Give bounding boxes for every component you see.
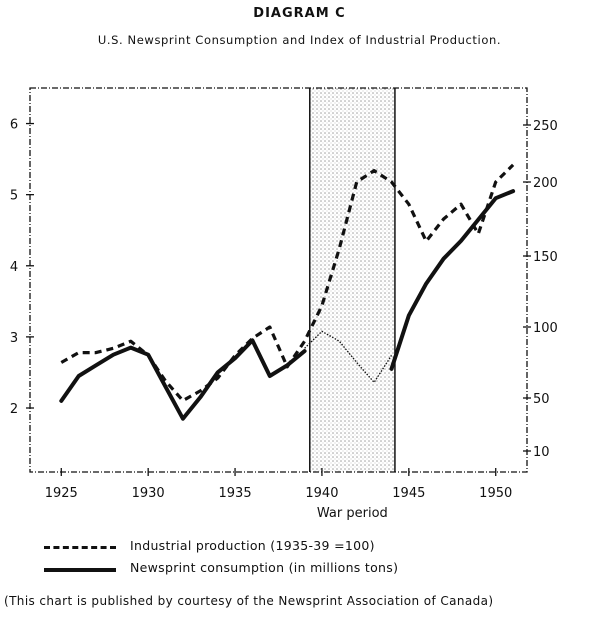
right-tick-label: 200	[533, 176, 558, 191]
x-axis-label: War period	[317, 506, 388, 521]
right-axis: 10 50 100 150 200 250	[523, 119, 558, 460]
x-axis: 1925 1930 1935 1940 1945 1950	[45, 468, 512, 501]
war-period-shading	[309, 88, 395, 472]
right-tick-label: 100	[533, 321, 558, 336]
left-tick-label: 6	[10, 118, 18, 133]
legend-label: Industrial production (1935-39 =100)	[130, 538, 375, 553]
right-tick-label: 150	[533, 250, 558, 265]
plot-frame	[29, 87, 528, 473]
x-tick-label: 1935	[219, 486, 252, 501]
left-tick-label: 2	[10, 402, 18, 417]
credit-note: (This chart is published by courtesy of …	[4, 594, 494, 608]
left-tick-label: 4	[10, 260, 18, 275]
solid-line-swatch	[44, 568, 116, 572]
left-tick-label: 3	[10, 331, 18, 346]
right-tick-label: 10	[533, 445, 550, 460]
x-tick-label: 1950	[479, 486, 512, 501]
right-tick-label: 50	[533, 392, 550, 407]
series-line	[304, 330, 393, 384]
right-tick-label: 250	[533, 119, 558, 134]
x-tick-label: 1945	[392, 486, 425, 501]
x-tick-label: 1925	[45, 486, 78, 501]
chart-subtitle: U.S. Newsprint Consumption and Index of …	[97, 33, 502, 47]
left-tick-label: 5	[10, 189, 18, 204]
chart-title: DIAGRAM C	[253, 6, 346, 21]
series-line	[59, 338, 307, 421]
legend-label: Newsprint consumption (in millions tons)	[130, 560, 399, 575]
dashed-line-swatch	[44, 546, 116, 549]
series-layer	[59, 163, 516, 421]
x-tick-label: 1930	[132, 486, 165, 501]
left-axis: 2 3 4 5 6	[10, 118, 34, 417]
x-tick-label: 1940	[305, 486, 338, 501]
series-line	[389, 189, 516, 371]
